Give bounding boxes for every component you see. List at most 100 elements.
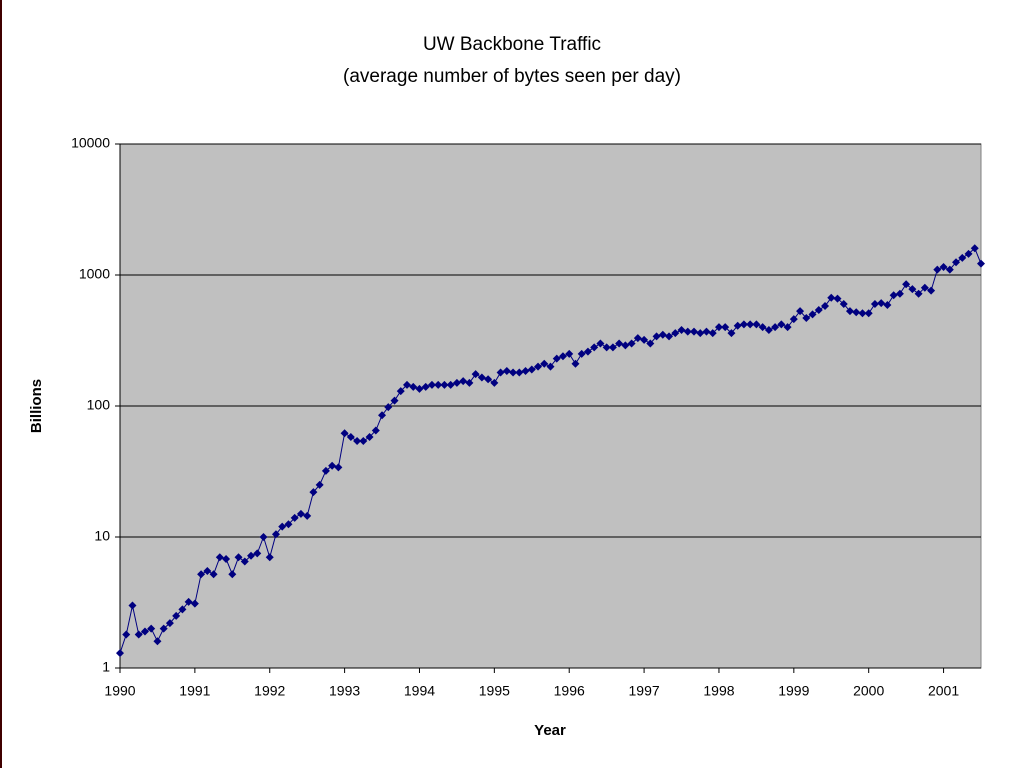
data-point <box>178 605 187 614</box>
data-point <box>534 362 543 371</box>
data-point <box>895 289 904 298</box>
data-point <box>328 461 337 470</box>
data-point <box>247 551 256 560</box>
data-point <box>452 378 461 387</box>
data-point <box>852 308 861 317</box>
x-tick-label: 1992 <box>254 683 285 699</box>
data-point <box>883 301 892 310</box>
data-point <box>714 323 723 332</box>
data-point <box>409 382 418 391</box>
x-tick-label: 1991 <box>179 683 210 699</box>
data-point <box>290 513 299 522</box>
data-point <box>190 599 199 608</box>
x-tick-label: 1990 <box>104 683 135 699</box>
data-point <box>927 286 936 295</box>
data-point <box>165 619 174 628</box>
data-point <box>215 553 224 562</box>
data-point <box>446 380 455 389</box>
x-tick-label: 1993 <box>329 683 360 699</box>
data-point <box>371 426 380 435</box>
data-point <box>484 375 493 384</box>
data-point <box>727 329 736 338</box>
data-point <box>939 263 948 272</box>
data-point <box>845 307 854 316</box>
data-point <box>777 320 786 329</box>
data-point <box>920 283 929 292</box>
data-point <box>222 554 231 563</box>
data-point <box>596 339 605 348</box>
y-tick-label: 10000 <box>71 135 110 151</box>
data-point <box>683 327 692 336</box>
data-point <box>459 377 468 386</box>
data-point <box>552 354 561 363</box>
data-point <box>228 570 237 579</box>
data-point <box>677 326 686 335</box>
data-point <box>870 300 879 309</box>
data-point <box>303 511 312 520</box>
data-point <box>864 309 873 318</box>
data-point <box>140 627 149 636</box>
data-point <box>746 320 755 329</box>
x-tick-label: 1999 <box>778 683 809 699</box>
y-tick-label: 100 <box>87 397 111 413</box>
data-point <box>359 437 368 446</box>
x-tick-label: 2001 <box>928 683 959 699</box>
data-point <box>159 624 168 633</box>
data-point <box>234 553 243 562</box>
data-point <box>839 300 848 309</box>
data-point <box>471 370 480 379</box>
data-point <box>421 382 430 391</box>
data-point <box>334 463 343 472</box>
data-point <box>240 557 249 566</box>
data-point <box>652 332 661 341</box>
data-point <box>590 343 599 352</box>
data-point <box>602 343 611 352</box>
data-point <box>465 378 474 387</box>
data-point <box>315 480 324 489</box>
data-point <box>658 330 667 339</box>
data-point <box>621 341 630 350</box>
data-point <box>477 373 486 382</box>
data-point <box>702 327 711 336</box>
data-point <box>396 387 405 396</box>
data-point <box>827 293 836 302</box>
data-point <box>384 403 393 412</box>
data-point <box>752 320 761 329</box>
data-point <box>627 339 636 348</box>
data-point <box>265 553 274 562</box>
x-axis-title: Year <box>534 722 566 739</box>
data-point <box>877 299 886 308</box>
x-tick-label: 1998 <box>703 683 734 699</box>
data-point <box>814 306 823 315</box>
data-point <box>122 630 131 639</box>
data-point <box>378 411 387 420</box>
data-point <box>271 530 280 539</box>
data-point <box>353 437 362 446</box>
data-point <box>833 294 842 303</box>
data-point <box>889 291 898 300</box>
data-point <box>496 368 505 377</box>
data-point <box>134 630 143 639</box>
data-point <box>615 339 624 348</box>
chart-title: UW Backbone Traffic <box>423 34 601 55</box>
data-point <box>540 359 549 368</box>
data-point <box>764 326 773 335</box>
data-point <box>128 601 137 610</box>
data-point <box>203 567 212 576</box>
data-point <box>415 384 424 393</box>
data-point <box>502 367 511 376</box>
data-point <box>427 380 436 389</box>
data-point <box>296 509 305 518</box>
data-point <box>321 466 330 475</box>
data-point <box>490 378 499 387</box>
data-point <box>147 624 156 633</box>
data-point <box>184 597 193 606</box>
data-point <box>253 549 262 558</box>
data-point <box>964 249 973 258</box>
data-point <box>197 570 206 579</box>
data-point <box>515 368 524 377</box>
data-point <box>346 432 355 441</box>
data-point <box>789 315 798 324</box>
data-point <box>565 349 574 358</box>
x-tick-label: 2000 <box>853 683 884 699</box>
